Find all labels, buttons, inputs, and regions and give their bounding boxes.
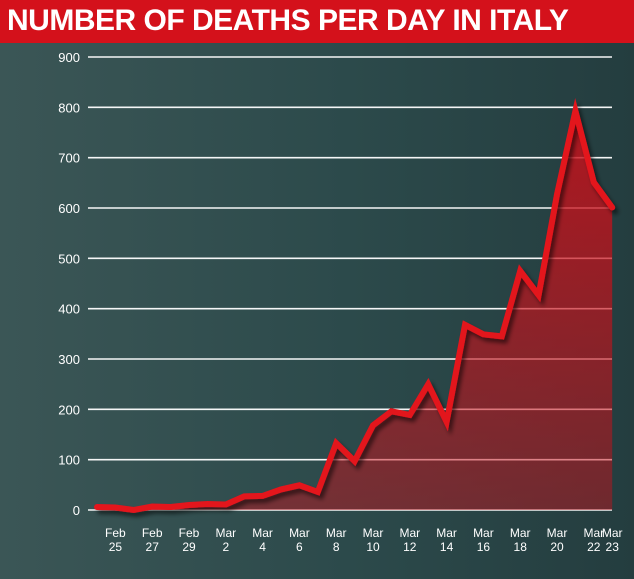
series-area xyxy=(97,110,613,511)
y-tick-label-400: 400 xyxy=(58,302,80,317)
data-point-mar-11 xyxy=(389,409,393,413)
x-tick-label-mar-8: Mar 8 xyxy=(326,526,347,554)
data-point-feb-26 xyxy=(132,508,136,512)
data-point-mar-12 xyxy=(408,413,412,417)
x-tick-label-feb-29: Feb 29 xyxy=(179,526,200,554)
data-point-mar-14 xyxy=(445,420,449,424)
data-point-mar-17 xyxy=(500,334,504,338)
data-point-feb-27 xyxy=(150,505,154,509)
x-tick-label-mar-16: Mar 16 xyxy=(473,526,494,554)
x-tick-label-feb-25: Feb 25 xyxy=(105,526,126,554)
data-point-mar-19 xyxy=(537,293,541,297)
data-point-mar-7 xyxy=(316,490,320,494)
line-layer xyxy=(94,97,616,514)
data-point-mar-20 xyxy=(555,192,559,196)
data-point-mar-15 xyxy=(463,323,467,327)
y-tick-label-500: 500 xyxy=(58,251,80,266)
x-tick-label-mar-22: Mar 22 xyxy=(583,526,604,554)
data-point-mar-3 xyxy=(242,494,246,498)
data-point-mar-13 xyxy=(426,382,430,386)
x-tick-label-mar-20: Mar 20 xyxy=(547,526,568,554)
chart-title: NUMBER OF DEATHS PER DAY IN ITALY xyxy=(7,4,569,37)
x-tick-label-mar-12: Mar 12 xyxy=(399,526,420,554)
y-tick-label-300: 300 xyxy=(58,352,80,367)
data-point-mar-5 xyxy=(279,487,283,491)
data-point-feb-24 xyxy=(95,505,99,509)
data-point-mar-4 xyxy=(261,494,265,498)
data-point-feb-28 xyxy=(169,505,173,509)
data-point-mar-2 xyxy=(224,503,228,507)
y-tick-label-100: 100 xyxy=(58,453,80,468)
data-point-mar-18 xyxy=(518,269,522,273)
data-point-feb-25 xyxy=(113,506,117,510)
y-tick-label-200: 200 xyxy=(58,402,80,417)
data-point-mar-6 xyxy=(297,483,301,487)
x-tick-label-mar-23: Mar 23 xyxy=(602,526,623,554)
data-point-mar-1 xyxy=(205,502,209,506)
y-tick-label-700: 700 xyxy=(58,151,80,166)
data-point-mar-16 xyxy=(481,332,485,336)
series-line-deaths-per-day xyxy=(94,97,616,514)
x-tick-labels: Feb 25 Feb 27 Feb 29 Mar 2 Mar 4 Mar 6 Mar 8 Mar 10 Mar 1… xyxy=(105,526,622,554)
y-tick-label-900: 900 xyxy=(58,50,80,65)
y-tick-label-600: 600 xyxy=(58,201,80,216)
y-tick-labels: 0 100 200 300 400 500 600 700 800 900 xyxy=(58,50,80,518)
x-tick-label-feb-27: Feb 27 xyxy=(142,526,163,554)
x-tick-label-mar-18: Mar 18 xyxy=(510,526,531,554)
y-tick-label-800: 800 xyxy=(58,100,80,115)
x-tick-label-mar-10: Mar 10 xyxy=(363,526,384,554)
data-point-feb-29 xyxy=(187,503,191,507)
y-tick-label-0: 0 xyxy=(73,503,80,518)
data-point-mar-10 xyxy=(371,423,375,427)
data-point-mar-23 xyxy=(610,206,614,210)
data-point-mar-9 xyxy=(353,459,357,463)
area-layer xyxy=(97,110,613,511)
data-point-mar-21 xyxy=(573,109,577,113)
x-tick-label-mar-4: Mar 4 xyxy=(252,526,273,554)
data-point-mar-22 xyxy=(592,180,596,184)
x-tick-label-mar-14: Mar 14 xyxy=(436,526,457,554)
title-bar: NUMBER OF DEATHS PER DAY IN ITALY xyxy=(0,0,634,43)
data-point-mar-8 xyxy=(334,441,338,445)
x-tick-label-mar-6: Mar 6 xyxy=(289,526,310,554)
x-tick-label-mar-2: Mar 2 xyxy=(215,526,236,554)
